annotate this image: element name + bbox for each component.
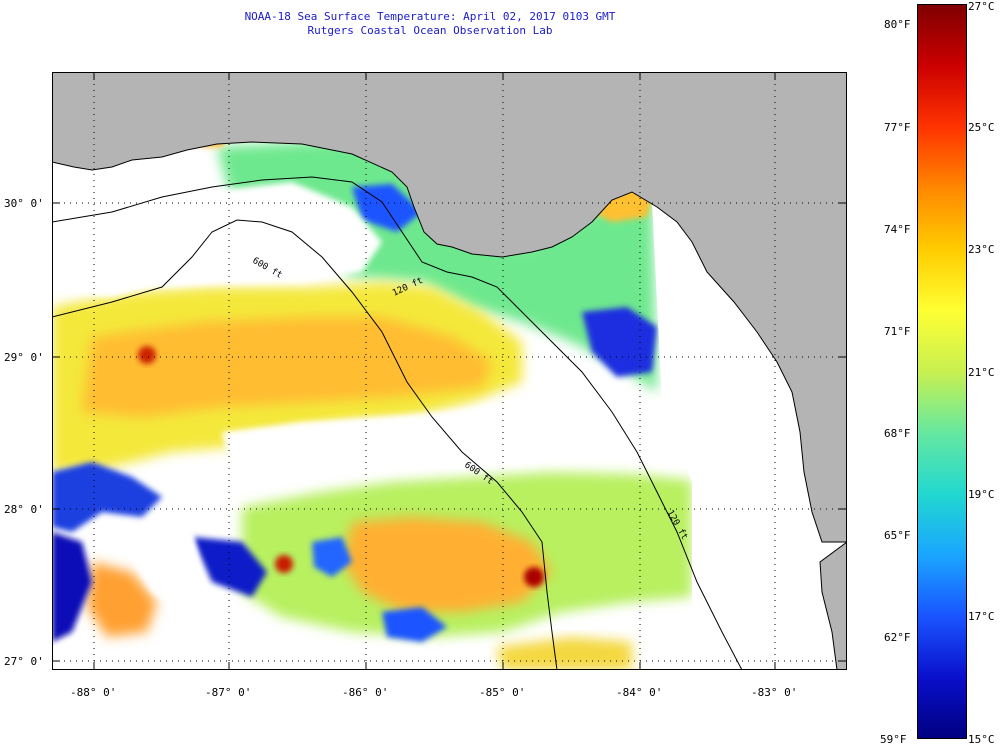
temperature-colorbar [917, 4, 967, 739]
map-title: NOAA-18 Sea Surface Temperature: April 0… [244, 10, 616, 23]
lon-label: -83° 0' [751, 686, 798, 699]
colorbar-c-label: 21°C [968, 366, 995, 379]
depth-contour-600ft [52, 219, 558, 670]
sst-field [52, 94, 847, 670]
colorbar-f-label: 77°F [884, 121, 911, 134]
colorbar-c-label: 19°C [968, 488, 995, 501]
colorbar-c-label: 25°C [968, 121, 995, 134]
colorbar-f-label: 80°F [884, 18, 911, 31]
colorbar-f-label: 71°F [884, 325, 911, 338]
sst-map[interactable]: 600 ft 120 ft 600 ft 120 ft [52, 72, 847, 670]
colorbar-c-label: 17°C [968, 610, 995, 623]
colorbar-f-label: 74°F [884, 223, 911, 236]
land-mass-south [819, 541, 847, 670]
colorbar-c-label: 15°C [968, 733, 995, 746]
sst-map-canvas: 600 ft 120 ft 600 ft 120 ft [52, 72, 847, 670]
lon-label: -84° 0' [616, 686, 663, 699]
lon-label: -87° 0' [205, 686, 252, 699]
lat-label: 29° 0' [4, 351, 44, 364]
lat-label: 30° 0' [4, 197, 44, 210]
colorbar-f-label: 68°F [884, 427, 911, 440]
colorbar-c-label: 23°C [968, 243, 995, 256]
map-border [52, 72, 847, 670]
lat-label: 28° 0' [4, 503, 44, 516]
map-subtitle: Rutgers Coastal Ocean Observation Lab [307, 24, 553, 37]
colorbar-f-label: 62°F [884, 631, 911, 644]
map-ticks [52, 72, 847, 670]
depth-contour-120ft [52, 176, 743, 670]
lat-label: 27° 0' [4, 655, 44, 668]
colorbar-c-label: 27°C [968, 0, 995, 13]
lon-label: -85° 0' [479, 686, 526, 699]
colorbar-f-label: 59°F [880, 733, 907, 746]
graticule [52, 72, 847, 670]
land-mass [52, 72, 847, 543]
lon-label: -86° 0' [342, 686, 389, 699]
colorbar-f-label: 65°F [884, 529, 911, 542]
lon-label: -88° 0' [70, 686, 117, 699]
